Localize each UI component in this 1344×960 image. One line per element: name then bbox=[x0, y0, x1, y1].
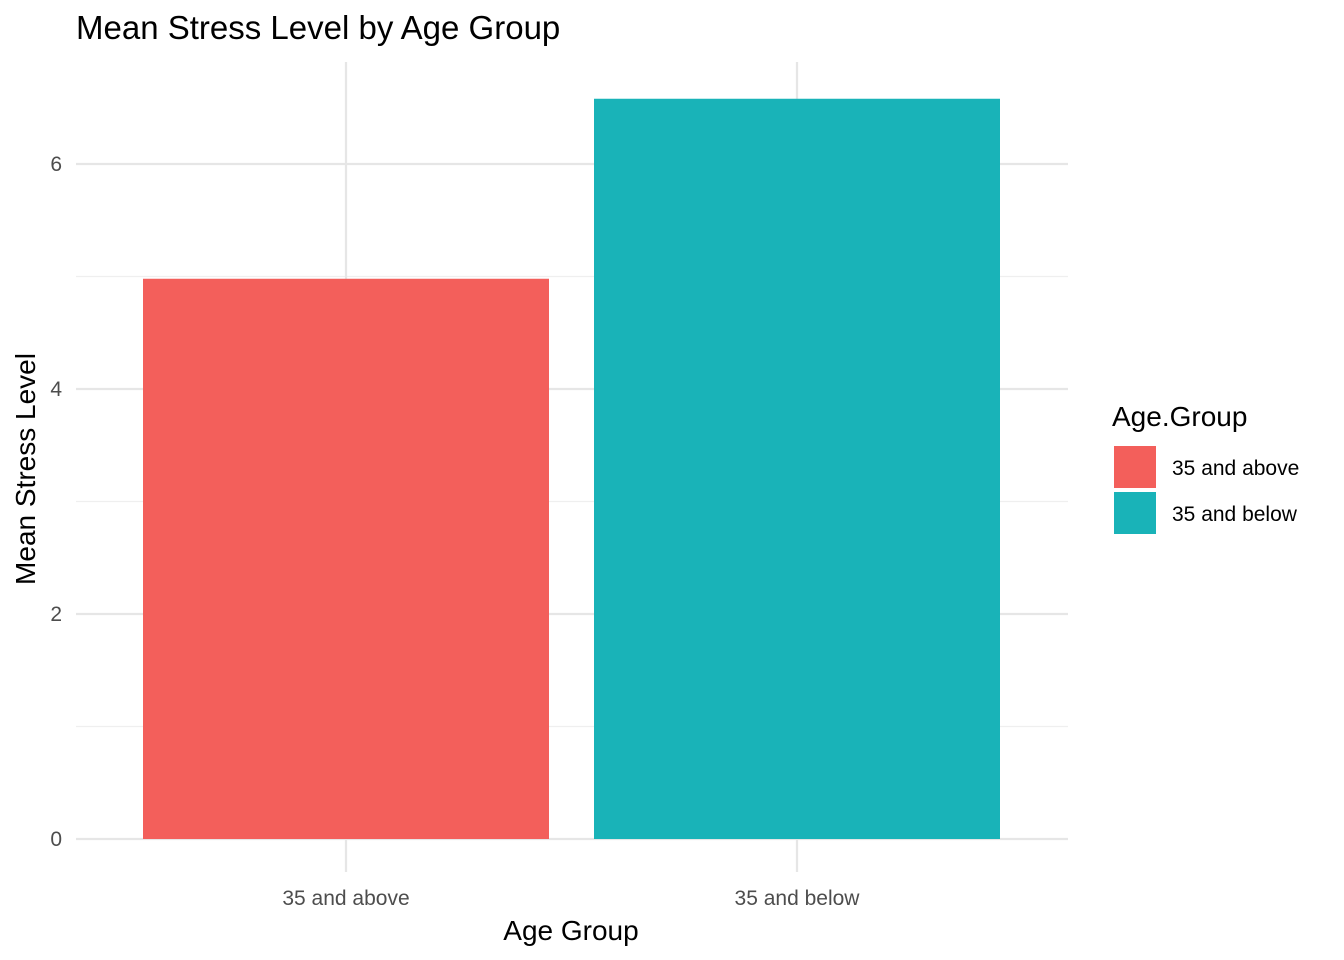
legend-swatch bbox=[1114, 446, 1156, 488]
y-tick-label: 0 bbox=[50, 828, 62, 851]
y-tick-labels: 0 2 4 6 bbox=[50, 153, 62, 851]
legend-swatch bbox=[1114, 492, 1156, 534]
x-tick-label: 35 and above bbox=[282, 887, 409, 910]
legend-label: 35 and above bbox=[1172, 457, 1299, 480]
legend: Age.Group 35 and above 35 and below bbox=[1112, 401, 1299, 534]
y-tick-label: 4 bbox=[50, 378, 62, 401]
chart-title: Mean Stress Level by Age Group bbox=[76, 9, 560, 46]
x-tick-labels: 35 and above 35 and below bbox=[282, 887, 860, 910]
legend-label: 35 and below bbox=[1172, 503, 1298, 526]
x-axis-title: Age Group bbox=[503, 915, 638, 946]
legend-items: 35 and above 35 and below bbox=[1114, 446, 1299, 534]
bar-layer bbox=[143, 98, 1000, 839]
y-tick-label: 6 bbox=[50, 153, 62, 176]
x-tick-label: 35 and below bbox=[735, 887, 861, 910]
bar-35-and-below bbox=[594, 98, 1000, 839]
bar-35-and-above bbox=[143, 278, 549, 839]
legend-title: Age.Group bbox=[1112, 401, 1247, 432]
y-axis-title: Mean Stress Level bbox=[10, 353, 41, 585]
y-tick-label: 2 bbox=[50, 603, 62, 626]
